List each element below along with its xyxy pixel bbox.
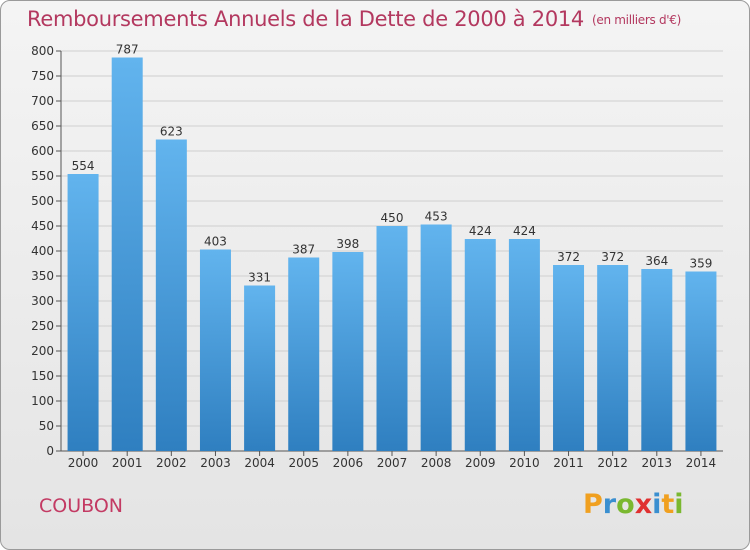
bar — [199, 249, 231, 451]
y-tick-label: 600 — [31, 144, 54, 158]
y-tick-label: 700 — [31, 94, 54, 108]
x-tick-label: 2006 — [333, 456, 364, 470]
x-tick-label: 2007 — [377, 456, 408, 470]
x-tick-label: 2012 — [597, 456, 628, 470]
x-tick-label: 2005 — [288, 456, 319, 470]
y-tick-label: 350 — [31, 269, 54, 283]
chart-unit: (en milliers d'€) — [592, 13, 682, 27]
bar-value-label: 424 — [469, 224, 492, 238]
y-tick-label: 500 — [31, 194, 54, 208]
commune-name: COUBON — [39, 495, 123, 517]
brand-letter: r — [602, 489, 617, 520]
y-tick-label: 150 — [31, 369, 54, 383]
brand-letter: i — [674, 489, 684, 520]
x-tick-label: 2011 — [553, 456, 584, 470]
brand-letter: x — [634, 489, 653, 520]
y-tick-label: 50 — [39, 419, 54, 433]
x-tick-label: 2002 — [156, 456, 187, 470]
proxiti-logo: Proxiti — [583, 489, 684, 520]
bar — [67, 174, 99, 451]
chart-title: Remboursements Annuels de la Dette de 20… — [27, 7, 682, 31]
y-tick-label: 750 — [31, 69, 54, 83]
y-tick-label: 400 — [31, 244, 54, 258]
bar — [685, 271, 717, 451]
bar — [508, 239, 540, 451]
x-tick-label: 2014 — [686, 456, 717, 470]
bar — [553, 265, 585, 451]
y-tick-label: 0 — [46, 444, 54, 458]
x-tick-label: 2003 — [200, 456, 231, 470]
x-tick-label: 2008 — [421, 456, 452, 470]
bar-value-label: 424 — [513, 224, 536, 238]
x-tick-label: 2001 — [112, 456, 143, 470]
y-tick-label: 250 — [31, 319, 54, 333]
bar — [111, 57, 143, 451]
bar-value-label: 623 — [160, 125, 183, 139]
bars — [67, 57, 717, 451]
y-tick-label: 800 — [31, 44, 54, 58]
bar — [641, 269, 673, 451]
bar-value-label: 450 — [381, 211, 404, 225]
bar-value-label: 403 — [204, 235, 227, 249]
x-tick-label: 2013 — [642, 456, 673, 470]
bar-value-label: 331 — [248, 271, 271, 285]
bar — [376, 226, 408, 451]
bar-value-label: 387 — [292, 243, 315, 257]
bar-value-label: 453 — [425, 210, 448, 224]
bar — [288, 257, 320, 451]
bar-value-label: 554 — [72, 159, 95, 173]
bar — [332, 252, 364, 451]
bar-value-label: 364 — [645, 254, 668, 268]
bar-value-label: 359 — [689, 257, 712, 271]
x-tick-label: 2000 — [68, 456, 99, 470]
brand-letter: o — [616, 489, 635, 520]
bar-value-label: 398 — [336, 237, 359, 251]
bar — [420, 224, 452, 451]
brand-letter: t — [661, 489, 675, 520]
y-tick-label: 100 — [31, 394, 54, 408]
y-tick-label: 200 — [31, 344, 54, 358]
y-tick-label: 550 — [31, 169, 54, 183]
x-tick-label: 2009 — [465, 456, 496, 470]
brand-letter: i — [652, 489, 662, 520]
labels: 0 50 100 150 200 250 300 350 400 450 500 550 600 650 7… — [31, 43, 716, 471]
bar — [597, 265, 629, 451]
bar-value-label: 372 — [601, 250, 624, 264]
bar — [244, 285, 276, 451]
brand-letter: P — [583, 489, 603, 520]
y-tick-label: 300 — [31, 294, 54, 308]
x-tick-label: 2010 — [509, 456, 540, 470]
y-tick-label: 650 — [31, 119, 54, 133]
bar-value-label: 372 — [557, 250, 580, 264]
y-tick-label: 450 — [31, 219, 54, 233]
bar-value-label: 787 — [116, 43, 139, 57]
bar — [155, 139, 187, 451]
x-tick-label: 2004 — [244, 456, 275, 470]
bar — [464, 239, 496, 451]
